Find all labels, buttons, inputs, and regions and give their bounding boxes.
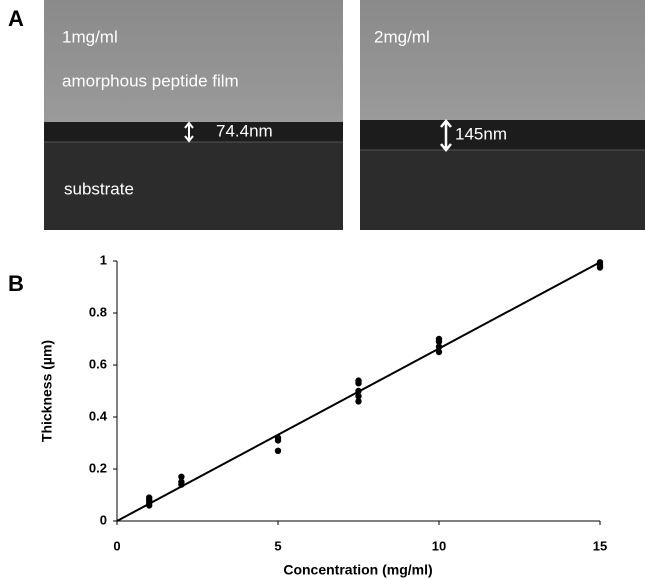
film-band [44,122,343,142]
thickness-label: 145nm [455,124,507,143]
y-axis-title: Thickness (µm) [39,340,55,442]
thickness-label: 74.4nm [216,121,273,140]
x-tick-label: 15 [593,538,607,553]
y-tick-label: 0 [100,512,107,527]
substrate-label: substrate [64,179,134,198]
panel-label: A [8,6,24,31]
film-layer [360,0,645,120]
data-point [146,494,152,500]
x-axis-title: Concentration (mg/ml) [283,562,432,578]
data-point [436,336,442,342]
y-tick-label: 1 [100,252,107,267]
data-point [178,474,184,480]
concentration-label: 2mg/ml [374,27,430,46]
y-tick-label: 0.4 [89,408,108,423]
data-point [355,377,361,383]
data-point [275,435,281,441]
x-tick-label: 5 [274,538,281,553]
panel-label: B [8,271,24,296]
concentration-label: 1mg/ml [62,27,118,46]
y-tick-label: 0.8 [89,304,107,319]
figure: A 1mg/ml amorphous peptide film 74.4nm s… [0,0,645,579]
data-point [597,259,603,265]
y-tick-label: 0.2 [89,460,107,475]
x-tick-label: 10 [432,538,446,553]
data-point [355,388,361,394]
film-layer [44,0,343,122]
y-tick-label: 0.6 [89,356,107,371]
data-point [275,448,281,454]
film-label: amorphous peptide film [62,71,239,90]
substrate-layer [360,150,645,230]
x-tick-label: 0 [113,538,120,553]
